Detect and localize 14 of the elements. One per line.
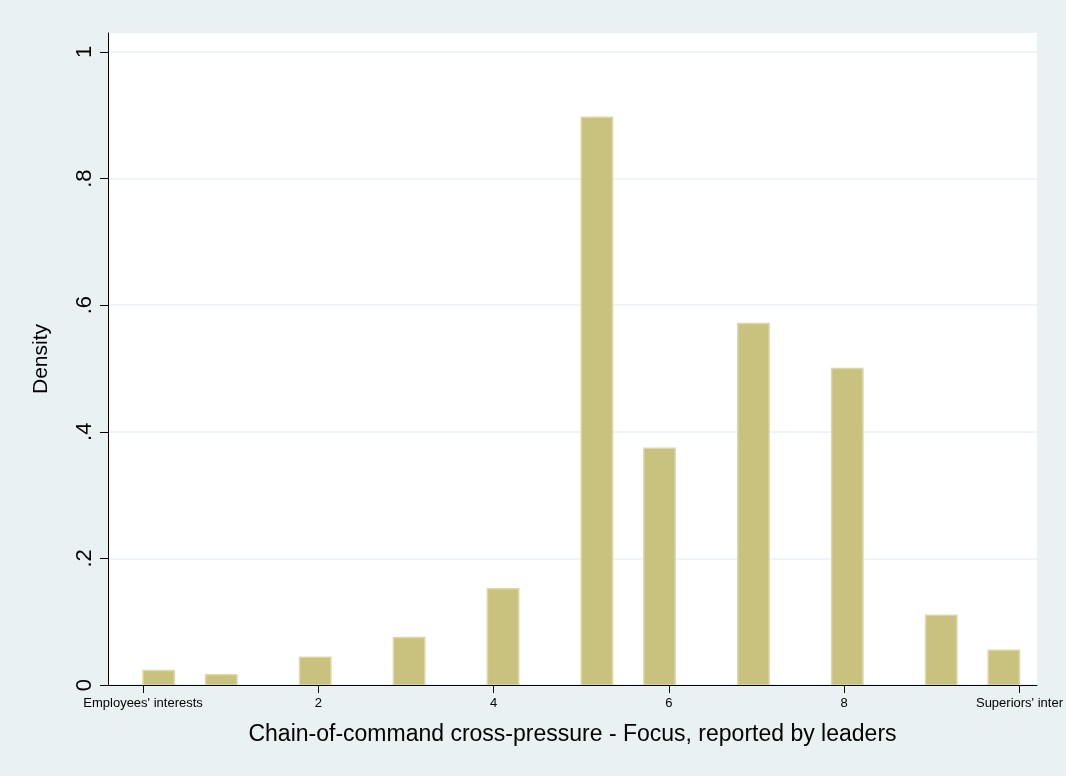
x-tick-label: Employees' interests	[83, 695, 204, 710]
x-tick-label: 2	[314, 695, 322, 710]
x-tick-label: 6	[665, 695, 673, 710]
y-axis-title: Density	[28, 323, 51, 395]
y-tick-label: 0	[70, 678, 96, 692]
x-tick-label: 8	[840, 695, 848, 710]
y-tick-label: .6	[70, 296, 96, 315]
y-tick-label: .4	[70, 422, 96, 441]
y-tick-label: .8	[70, 169, 96, 188]
x-tick-label: Superiors' inter	[975, 695, 1064, 710]
x-tick-label: 4	[490, 695, 498, 710]
y-tick-label: .2	[70, 549, 96, 568]
x-axis-title: Chain-of-command cross-pressure - Focus, reported by leaders	[248, 719, 897, 746]
y-tick-label: 1	[70, 45, 96, 59]
